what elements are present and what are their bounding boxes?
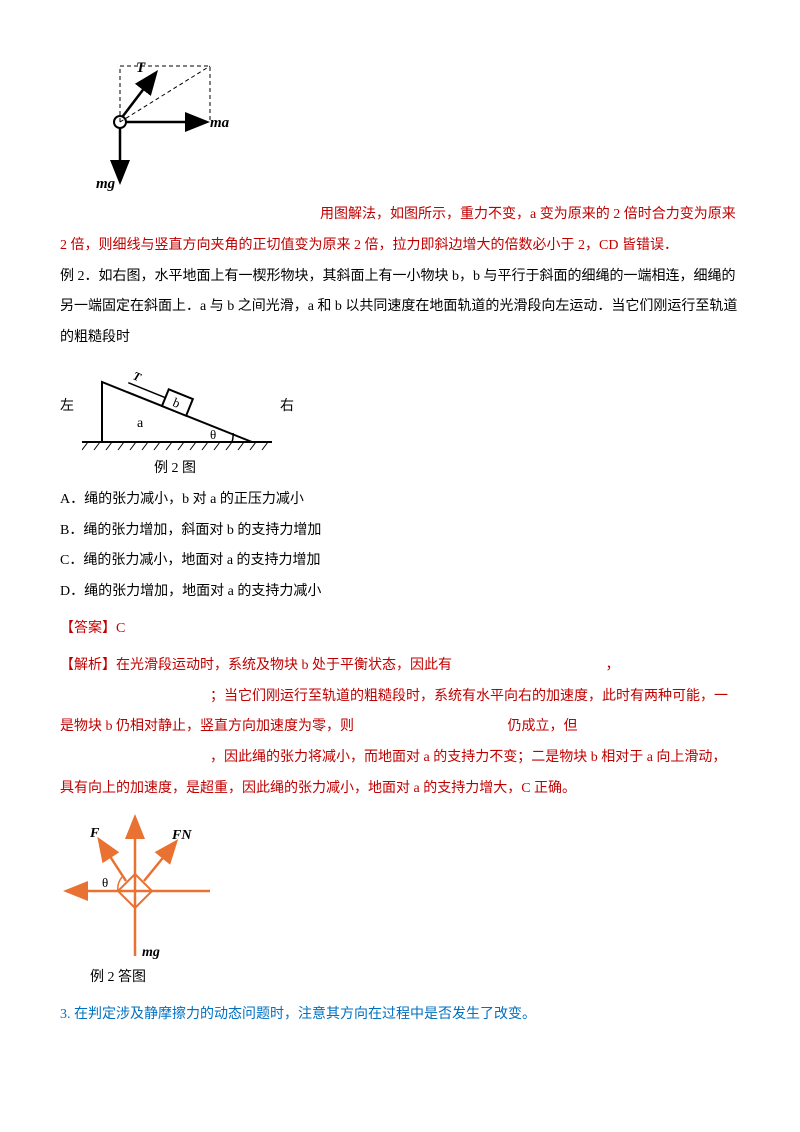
incline-figure-row: 左 a θ b T 右 [60,362,740,452]
svg-text:T: T [136,60,146,76]
svg-text:mg: mg [142,945,160,960]
label-right: 右 [280,392,294,423]
analysis-l1a: 在光滑段运动时，系统及物块 b 处于平衡状态，因此有 [116,658,452,673]
svg-text:ma: ma [210,115,230,131]
svg-text:FN: FN [171,828,192,843]
free-body-diagram: mg F FN θ [60,811,220,961]
para1-red-text: 用图解法，如图所示，重力不变，a 变为原来的 2 倍时合力变为原来 2 倍，则细… [60,207,736,253]
analysis-l3: ，因此绳的张力将减小，而地面对 a 的支持力不变；二是物块 b 相对于 a 向上… [60,750,726,796]
incline-caption: 例 2 图 [60,454,290,485]
analysis-l1b: ， [606,658,620,673]
option-d: D．绳的张力增加，地面对 a 的支持力减小 [60,577,740,608]
svg-text:T: T [131,369,144,385]
analysis-l2b: 仍成立，但 [508,719,578,734]
analysis-line2: ；当它们刚运行至轨道的粗糙段时，系统有水平向右的加速度，此时有两种可能，一是物块… [60,682,740,744]
point-3: 3. 在判定涉及静摩擦力的动态问题时，注意其方向在过程中是否发生了改变。 [60,1000,740,1031]
analysis-prefix: 【解析】 [60,658,116,673]
fig1-row: mg ma T [60,60,740,200]
options: A．绳的张力减小，b 对 a 的正压力减小 B．绳的张力增加，斜面对 b 的支持… [60,485,740,608]
example2-stem: 例 2．如右图，水平地面上有一楔形物块，其斜面上有一小物块 b，b 与平行于斜面… [60,262,740,354]
option-b: B．绳的张力增加，斜面对 b 的支持力增加 [60,516,740,547]
svg-text:a: a [137,416,144,431]
analysis-line3: ，因此绳的张力将减小，而地面对 a 的支持力不变；二是物块 b 相对于 a 向上… [60,743,740,805]
para1-red: 用图解法，如图所示，重力不变，a 变为原来的 2 倍时合力变为原来 2 倍，则细… [60,200,740,262]
svg-text:F: F [89,826,100,841]
option-a: A．绳的张力减小，b 对 a 的正压力减小 [60,485,740,516]
analysis-line1: 【解析】在光滑段运动时，系统及物块 b 处于平衡状态，因此有 ， [60,651,740,682]
force-diagram-1: mg ma T [60,60,280,200]
answer: 【答案】C [60,614,740,645]
label-left: 左 [60,392,74,423]
option-c: C．绳的张力减小，地面对 a 的支持力增加 [60,546,740,577]
svg-text:mg: mg [96,176,116,192]
svg-text:θ: θ [102,875,108,890]
svg-text:θ: θ [210,427,216,442]
analysis-l2a: ；当它们刚运行至轨道的粗糙段时，系统有水平向右的加速度，此时有两种可能，一是物块… [60,689,728,735]
fbd-caption: 例 2 答图 [60,963,250,994]
incline-diagram: a θ b T [82,362,272,452]
